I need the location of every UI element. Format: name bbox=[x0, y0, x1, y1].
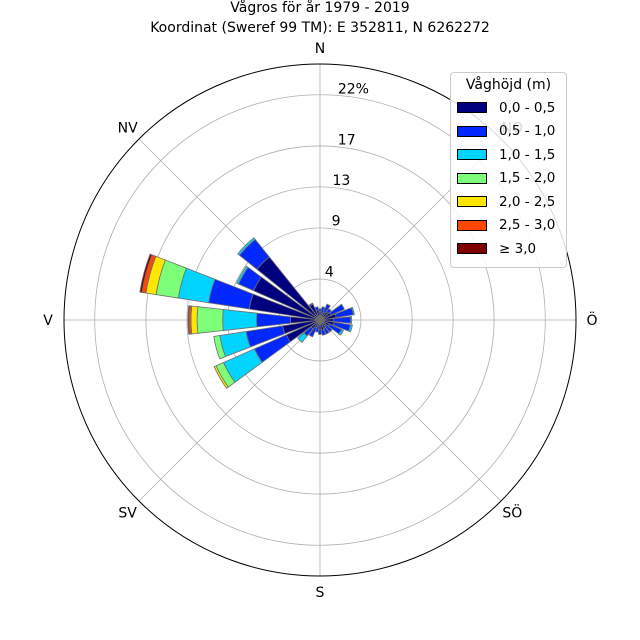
sector-bar bbox=[322, 303, 331, 314]
legend-swatch bbox=[457, 219, 487, 231]
radial-tick-label: 13 bbox=[332, 173, 350, 189]
legend-entry: ≥ 3,0 bbox=[457, 237, 560, 261]
sector-bar bbox=[323, 326, 330, 335]
legend: Våghöjd (m) 0,0 - 0,5 0,5 - 1,0 1,0 - 1,5 1… bbox=[450, 72, 567, 268]
direction-label: Ö bbox=[586, 311, 597, 329]
sector-bar bbox=[348, 324, 353, 333]
sector-bar bbox=[318, 328, 322, 335]
radial-tick-label: 9 bbox=[332, 214, 341, 230]
legend-swatch bbox=[457, 243, 487, 255]
direction-label: V bbox=[43, 313, 53, 329]
legend-swatch bbox=[457, 196, 487, 208]
sector-bar bbox=[318, 308, 322, 313]
grid-spoke bbox=[319, 319, 502, 502]
legend-label: 1,5 - 2,0 bbox=[499, 170, 556, 187]
sector-bar bbox=[213, 335, 227, 360]
polar-grid bbox=[63, 63, 577, 577]
legend-entry: 1,5 - 2,0 bbox=[457, 167, 560, 191]
sector-bar bbox=[320, 306, 326, 315]
legend-label: 0,5 - 1,0 bbox=[499, 123, 556, 140]
chart-subtitle: Koordinat (Sweref 99 TM): E 352811, N 62… bbox=[150, 20, 490, 36]
sector-bar bbox=[256, 312, 291, 328]
sector-bar bbox=[308, 326, 318, 338]
sector-bar bbox=[237, 237, 256, 256]
sector-bar bbox=[329, 303, 345, 316]
sector-bar bbox=[187, 305, 191, 335]
legend-entries: 0,0 - 0,5 0,5 - 1,0 1,0 - 1,5 1,5 - 2,0 2,0 … bbox=[457, 96, 560, 261]
legend-entry: 0,0 - 0,5 bbox=[457, 96, 560, 120]
sector-bar bbox=[190, 305, 199, 335]
radial-tick-label: 4 bbox=[325, 264, 334, 280]
sector-bar bbox=[338, 328, 344, 336]
chart-title: Vågros för år 1979 - 2019 bbox=[230, 0, 410, 16]
legend-label: 2,0 - 2,5 bbox=[499, 193, 556, 210]
direction-label: SÖ bbox=[502, 503, 522, 521]
legend-label: 0,0 - 0,5 bbox=[499, 99, 556, 116]
sector-bar bbox=[323, 323, 333, 333]
legend-entry: 0,5 - 1,0 bbox=[457, 120, 560, 144]
sector-bar bbox=[222, 309, 258, 331]
legend-swatch bbox=[457, 172, 487, 184]
direction-label: N bbox=[315, 41, 325, 57]
legend-title: Våghöjd (m) bbox=[465, 77, 552, 93]
sector-bar bbox=[321, 329, 327, 336]
sector-bar bbox=[236, 265, 249, 285]
legend-label: ≥ 3,0 bbox=[499, 240, 537, 257]
legend-entry: 1,0 - 1,5 bbox=[457, 143, 560, 167]
legend-swatch bbox=[457, 102, 487, 114]
legend-entry: 2,5 - 3,0 bbox=[457, 214, 560, 238]
sector-bar bbox=[308, 302, 314, 307]
direction-label: S bbox=[316, 585, 325, 601]
sector-bar bbox=[314, 306, 319, 311]
radial-tick-label: 22% bbox=[338, 82, 369, 98]
sector-bar bbox=[325, 308, 332, 315]
sector-bar bbox=[213, 365, 229, 389]
legend-label: 2,5 - 3,0 bbox=[499, 217, 556, 234]
legend-entry: 2,0 - 2,5 bbox=[457, 190, 560, 214]
sector-bar bbox=[297, 332, 308, 343]
legend-swatch bbox=[457, 125, 487, 137]
sector-bar bbox=[196, 306, 224, 334]
sector-bar bbox=[315, 325, 320, 333]
legend-swatch bbox=[457, 149, 487, 161]
grid-spoke bbox=[138, 319, 321, 502]
sector-bar bbox=[350, 306, 355, 316]
radial-tick-label: 17 bbox=[338, 132, 356, 148]
sector-bar bbox=[139, 253, 153, 293]
sector-bars bbox=[139, 237, 355, 389]
legend-label: 1,0 - 1,5 bbox=[499, 146, 556, 163]
outer-circle bbox=[63, 63, 577, 577]
direction-label: NV bbox=[118, 121, 138, 137]
sector-bar bbox=[350, 316, 353, 324]
direction-label: SV bbox=[118, 505, 137, 521]
